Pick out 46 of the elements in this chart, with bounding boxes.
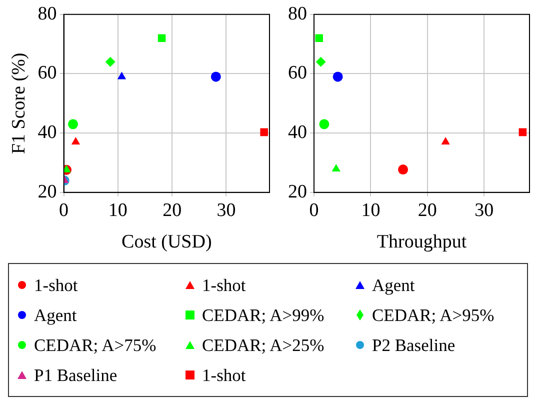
x-axis-title: Cost (USD): [122, 232, 212, 253]
point: [210, 72, 221, 82]
y-tick-label: 80: [38, 3, 57, 24]
x-tick-label: 10: [361, 200, 380, 221]
point: [332, 164, 340, 172]
legend-label: CEDAR; A>25%: [202, 334, 324, 356]
legend-label: P2 Baseline: [372, 334, 456, 356]
point: [117, 72, 126, 80]
legend-label: 1-shot: [202, 274, 246, 296]
x-tick-label: 0: [59, 200, 69, 221]
point: [71, 136, 80, 144]
legend-label: 1-shot: [202, 364, 246, 386]
legend-label: Agent: [372, 274, 415, 296]
legend-label: CEDAR; A>75%: [34, 334, 156, 356]
point: [398, 164, 408, 175]
legend-label: Agent: [34, 304, 77, 326]
y-tick-label: 20: [288, 181, 307, 202]
point: [316, 56, 326, 67]
y-tick-label: 40: [38, 122, 57, 144]
point: [332, 72, 343, 82]
point: [315, 34, 323, 42]
point: [441, 136, 450, 144]
x-tick-label: 10: [108, 200, 128, 221]
x-tick-label: 30: [474, 200, 494, 221]
y-tick-label: 20: [38, 181, 57, 202]
legend-label: CEDAR; A>95%: [372, 304, 494, 326]
y-tick-label: 60: [288, 62, 307, 84]
y-tick-label: 60: [38, 62, 57, 84]
legend-label: 1-shot: [34, 274, 78, 296]
legend-label: CEDAR; A>99%: [202, 304, 324, 326]
point: [158, 34, 166, 42]
point: [518, 128, 527, 136]
point: [105, 56, 116, 67]
point: [64, 164, 71, 172]
x-axis-title: Throughput: [376, 232, 468, 253]
y-tick-label: 40: [288, 122, 307, 144]
x-tick-label: 20: [162, 200, 182, 221]
y-axis-title: F1 Score (%): [8, 52, 30, 154]
point: [68, 119, 78, 130]
legend-label: P1 Baseline: [34, 364, 118, 386]
x-tick-label: 30: [216, 200, 236, 221]
x-tick-label: 0: [309, 200, 319, 221]
x-tick-label: 20: [418, 200, 437, 221]
y-tick-label: 80: [288, 3, 307, 24]
point: [260, 128, 268, 136]
point: [319, 119, 330, 130]
